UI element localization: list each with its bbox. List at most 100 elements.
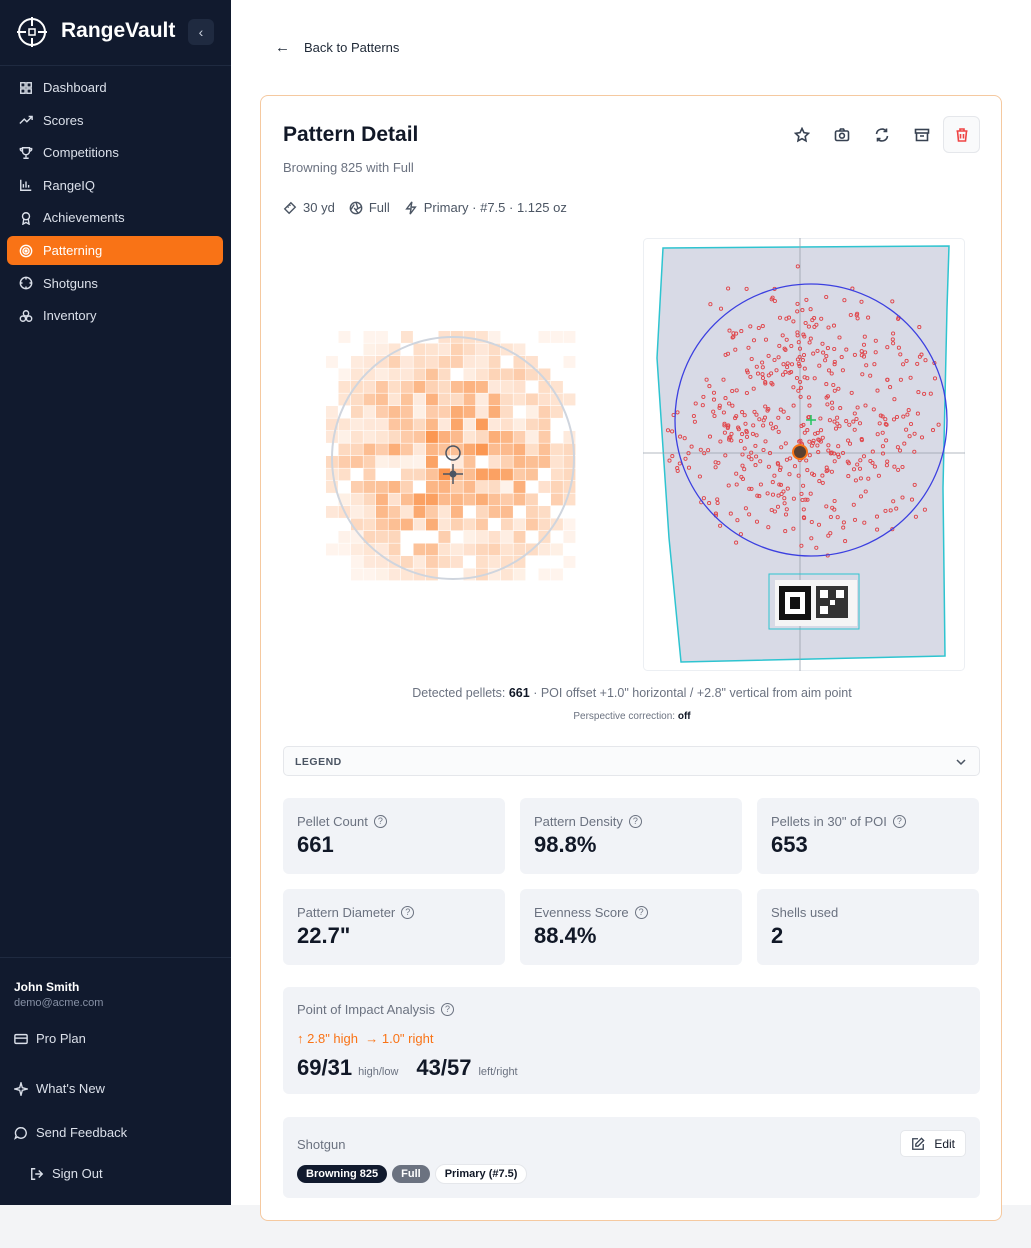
nav-item[interactable]: Inventory xyxy=(7,301,223,330)
pellet-hole xyxy=(849,390,854,395)
meta-row: 30 yd Full Primary · #7.5 · 1.125 oz xyxy=(283,200,567,215)
pellet-hole xyxy=(683,456,688,461)
heat-cell xyxy=(413,493,426,506)
heat-cell xyxy=(513,343,526,356)
nav-icon xyxy=(19,146,33,159)
nav-item[interactable]: Patterning xyxy=(7,236,223,265)
collapse-button[interactable]: ‹ xyxy=(188,19,214,45)
whats-new-link[interactable]: What's New xyxy=(14,1081,105,1096)
heat-cell xyxy=(476,343,488,356)
pellet-hole xyxy=(766,353,771,358)
nav-icon xyxy=(20,81,32,94)
pellet-hole xyxy=(806,395,811,400)
pellet-hole xyxy=(863,489,868,494)
nav-item[interactable]: Dashboard xyxy=(7,73,223,102)
heat-cell xyxy=(451,356,463,368)
load-icon xyxy=(404,200,417,215)
heat-cell xyxy=(551,331,563,343)
heat-cell xyxy=(538,431,551,443)
pellet-hole xyxy=(824,294,829,300)
pellet-hole xyxy=(857,466,863,471)
heat-cell xyxy=(426,456,438,468)
heat-cell xyxy=(401,468,413,481)
heat-cell xyxy=(413,443,426,456)
favorite-button[interactable] xyxy=(794,127,810,143)
heat-cell xyxy=(351,356,363,368)
poi-right: 1.0" right xyxy=(381,1031,434,1046)
pellet-hole xyxy=(880,430,885,435)
plan-link[interactable]: Pro Plan xyxy=(14,1031,86,1046)
pellet-hole xyxy=(807,453,812,458)
heat-cell xyxy=(438,531,451,543)
heat-cell xyxy=(401,393,413,406)
pellet-hole xyxy=(760,365,765,370)
heat-cell xyxy=(413,468,426,481)
heat-cell xyxy=(513,468,526,481)
heat-cell xyxy=(363,456,376,468)
edit-button[interactable]: Edit xyxy=(900,1130,966,1157)
heat-cell xyxy=(338,493,351,506)
archive-button[interactable] xyxy=(914,127,930,143)
nav-item[interactable]: RangeIQ xyxy=(7,171,223,200)
pellet-hole xyxy=(789,343,794,349)
pellet-hole xyxy=(726,483,731,488)
pellet-hole xyxy=(861,454,867,459)
heat-cell xyxy=(363,356,376,368)
pellet-hole xyxy=(820,473,825,478)
heat-cell xyxy=(363,518,376,531)
pellet-hole xyxy=(896,316,901,321)
nav-item[interactable]: Competitions xyxy=(7,138,223,167)
delete-button[interactable] xyxy=(943,116,980,153)
pellet-hole xyxy=(808,336,813,341)
nav-item[interactable]: Shotguns xyxy=(7,269,223,298)
pellet-hole xyxy=(717,405,722,410)
pellet-hole xyxy=(824,504,829,509)
pellet-hole xyxy=(842,298,847,303)
pellet-hole xyxy=(876,473,881,478)
pellet-hole xyxy=(675,466,680,471)
feedback-link[interactable]: Send Feedback xyxy=(14,1125,127,1140)
pellet-hole xyxy=(818,439,823,444)
legend-toggle[interactable]: LEGEND xyxy=(283,746,980,776)
pellet-hole xyxy=(922,507,927,512)
heat-cell xyxy=(376,368,388,381)
refresh-button[interactable] xyxy=(874,127,890,143)
pellet-hole xyxy=(807,403,812,408)
heat-cell xyxy=(426,356,438,368)
heat-cell xyxy=(426,543,438,556)
heat-cell xyxy=(501,543,513,556)
nav-item[interactable]: Scores xyxy=(7,106,223,135)
pellet-hole xyxy=(936,422,941,427)
pellet-hole xyxy=(829,450,834,455)
heat-cell xyxy=(563,393,576,406)
photo-button[interactable] xyxy=(834,127,850,143)
heat-cell xyxy=(413,356,426,368)
heat-cell xyxy=(501,506,513,518)
perspective-label: Perspective correction: xyxy=(573,711,676,722)
sign-out-link[interactable]: Sign Out xyxy=(30,1166,103,1181)
pellet-hole xyxy=(678,434,683,439)
poi-high: 2.8" high xyxy=(307,1031,359,1046)
pellet-hole xyxy=(795,333,800,338)
heat-cell xyxy=(451,518,463,531)
tag: Full xyxy=(392,1165,430,1183)
heat-cell xyxy=(438,356,451,368)
heat-cell xyxy=(488,393,501,406)
heat-cell xyxy=(526,356,538,368)
pellet-hole xyxy=(883,422,888,427)
pellet-hole xyxy=(786,415,791,421)
heat-cell xyxy=(563,493,576,506)
heat-cell xyxy=(501,418,513,431)
pellet-hole xyxy=(799,543,804,548)
pellet-hole xyxy=(769,507,774,513)
back-link[interactable]: ← Back to Patterns xyxy=(275,39,400,56)
pellet-hole xyxy=(932,376,938,381)
pellet-hole xyxy=(766,373,771,378)
pellet-hole xyxy=(734,331,739,336)
nav-item[interactable]: Achievements xyxy=(7,203,223,232)
heat-cell xyxy=(501,393,513,406)
heat-cell xyxy=(376,418,388,431)
heat-cell xyxy=(413,393,426,406)
pellet-hole xyxy=(840,450,846,456)
heat-cell xyxy=(551,518,563,531)
